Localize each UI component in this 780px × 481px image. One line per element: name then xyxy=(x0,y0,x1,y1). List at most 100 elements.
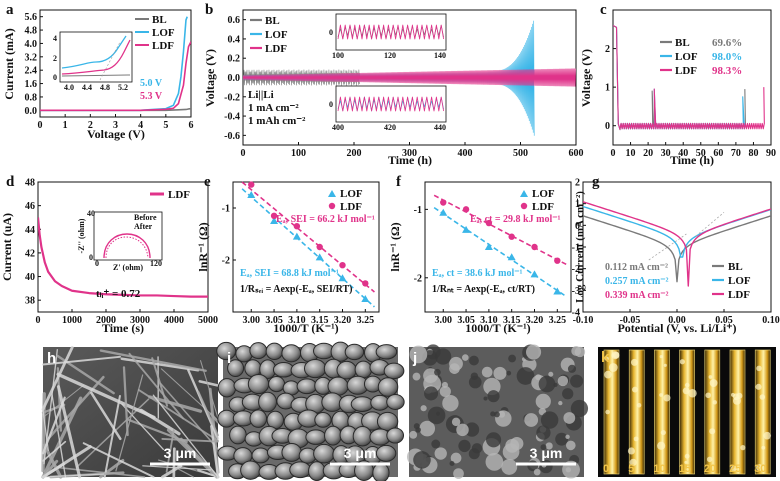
x-tick-label: 0 xyxy=(611,148,616,159)
x-tick-label: 3.10 xyxy=(288,315,306,326)
sem-particle xyxy=(427,406,446,425)
annotation-ldf-ea: Eₐ, SEI = 66.2 kJ mol⁻¹ xyxy=(276,214,375,225)
fit-line-lof xyxy=(433,206,567,298)
sem-grain xyxy=(240,460,261,480)
y-tick-label: 46 xyxy=(25,201,35,212)
y-tick-label: 0.4 xyxy=(228,34,241,45)
sem-grain xyxy=(375,344,398,360)
y-tick-label: 0.2 xyxy=(228,54,241,65)
inset-a-lof xyxy=(61,35,127,69)
annotation-ldf-current: 0.339 mA cm⁻² xyxy=(605,290,669,301)
series-line-ldf xyxy=(40,41,191,112)
data-point-lof xyxy=(315,253,324,261)
sem-h-fibers xyxy=(41,345,220,479)
panel-d-ylabel: Current (uA) xyxy=(0,213,14,281)
inset-a-ldf xyxy=(61,39,131,75)
legend-marker-ldf xyxy=(328,202,336,210)
sem-particle xyxy=(567,364,577,373)
inset-d-ytick-0: 0 xyxy=(89,253,93,262)
x-tick-label: 70 xyxy=(731,148,741,159)
optical-spot xyxy=(730,392,735,397)
legend-ldf: LDF xyxy=(728,289,750,301)
data-point-lof xyxy=(439,208,448,216)
panel-g-legend: BL LOF LDF xyxy=(712,261,751,301)
sem-particle xyxy=(470,372,479,380)
panel-e-ylabel: lnR⁻¹ (Ω) xyxy=(196,222,210,271)
data-point-ldf xyxy=(248,181,255,188)
sem-fiber xyxy=(121,403,164,450)
optical-spot xyxy=(763,431,772,440)
annotation-lof-ea: Eₐ, SEI = 68.8 kJ mol⁻¹ xyxy=(240,268,339,279)
sem-grain xyxy=(350,396,374,412)
sem-particle xyxy=(525,344,542,360)
panel-b: b 0 100 200 300 400 500 600-0.6-0.4-0.20.00.20… xyxy=(203,2,584,167)
sem-particle xyxy=(565,434,570,440)
sem-particle xyxy=(409,430,418,439)
inset-a-ytick-1: 2 xyxy=(53,54,57,63)
frame-label: 10 xyxy=(653,463,665,475)
sem-grain xyxy=(265,342,284,361)
sem-particle xyxy=(545,442,553,450)
optical-spot xyxy=(632,386,638,393)
sem-grain xyxy=(217,409,236,428)
sem-particle xyxy=(415,427,421,433)
x-tick-label: 3.20 xyxy=(334,315,352,326)
legend-lof: LOF xyxy=(265,29,288,41)
annotation-equation: 1/Rₛₑᵢ = Aexp(-Eₐ, SEI/RT) xyxy=(240,284,352,295)
sem-fiber xyxy=(197,469,219,478)
optical-spot xyxy=(657,441,666,450)
sem-particle xyxy=(565,440,576,451)
panel-f-series xyxy=(433,194,567,298)
legend-lof: LOF xyxy=(532,188,555,200)
optical-spot xyxy=(663,363,667,367)
optical-spot xyxy=(630,358,638,366)
y-tick-label: -3 xyxy=(572,286,580,297)
sem-grain xyxy=(268,375,286,393)
sem-particle xyxy=(508,354,517,363)
panel-b-ylabel: Voltage (V) xyxy=(203,49,217,107)
sem-particle xyxy=(510,436,524,451)
sem-particle xyxy=(540,411,559,429)
panel-b-ticks: 0 100 200 300 400 500 600 -0.6 -0.4 -0.2 0.0 0.2 0.4… xyxy=(224,15,583,159)
data-point-lof xyxy=(553,287,562,295)
sem-particle xyxy=(450,452,462,464)
sem-grain xyxy=(383,362,405,380)
sem-grain xyxy=(251,447,270,464)
optical-spot xyxy=(705,392,712,399)
y-tick-label: 0 xyxy=(575,221,580,232)
annotation-5v: 5.0 V xyxy=(140,78,163,89)
legend-bl: BL xyxy=(675,37,690,49)
panel-d-label: d xyxy=(6,174,15,190)
scale-bar-i-label: 3 μm xyxy=(344,445,377,461)
y-tick-label: -1 xyxy=(222,204,230,215)
y-tick-label: 48 xyxy=(25,178,35,189)
panel-g-ticks: -0.10 -0.05 0.00 0.05 0.10 -4 -3 -2 -1 0 1 2 xyxy=(572,178,780,327)
data-point-ldf xyxy=(485,219,493,227)
frame-label: 15 xyxy=(679,463,691,475)
x-tick-label: 50 xyxy=(696,148,706,159)
legend-lof: LOF xyxy=(728,275,751,287)
panel-g-xlabel: Potential (V, vs. Li/Li⁺) xyxy=(617,321,736,335)
inset-d-xtick-6: 120 xyxy=(150,259,162,268)
data-point-ldf xyxy=(362,280,369,287)
inset-a-xtick-3: 5.2 xyxy=(118,83,128,92)
inset-d-before xyxy=(103,233,151,259)
frame-label: 5 xyxy=(628,463,634,475)
data-point-lof xyxy=(361,295,370,302)
inset-a-ytick-0: 0 xyxy=(53,73,57,82)
sem-particle xyxy=(494,411,500,418)
sem-particle xyxy=(462,354,469,361)
data-point-lof xyxy=(247,191,256,198)
optical-spot xyxy=(612,351,620,359)
sem-particle xyxy=(535,393,551,409)
legend-lof: LOF xyxy=(340,188,363,200)
frame-label: 25 xyxy=(729,463,741,475)
sem-fiber xyxy=(198,380,220,387)
panel-c-ylabel: Voltage (V) xyxy=(579,49,593,107)
sem-grain xyxy=(372,462,390,481)
annotation-capacity: 1 mAh cm⁻² xyxy=(248,115,306,127)
sem-particle xyxy=(451,417,461,427)
x-tick-label: 3000 xyxy=(130,315,150,326)
panel-a-legend: BL LOF LDF xyxy=(135,14,175,52)
